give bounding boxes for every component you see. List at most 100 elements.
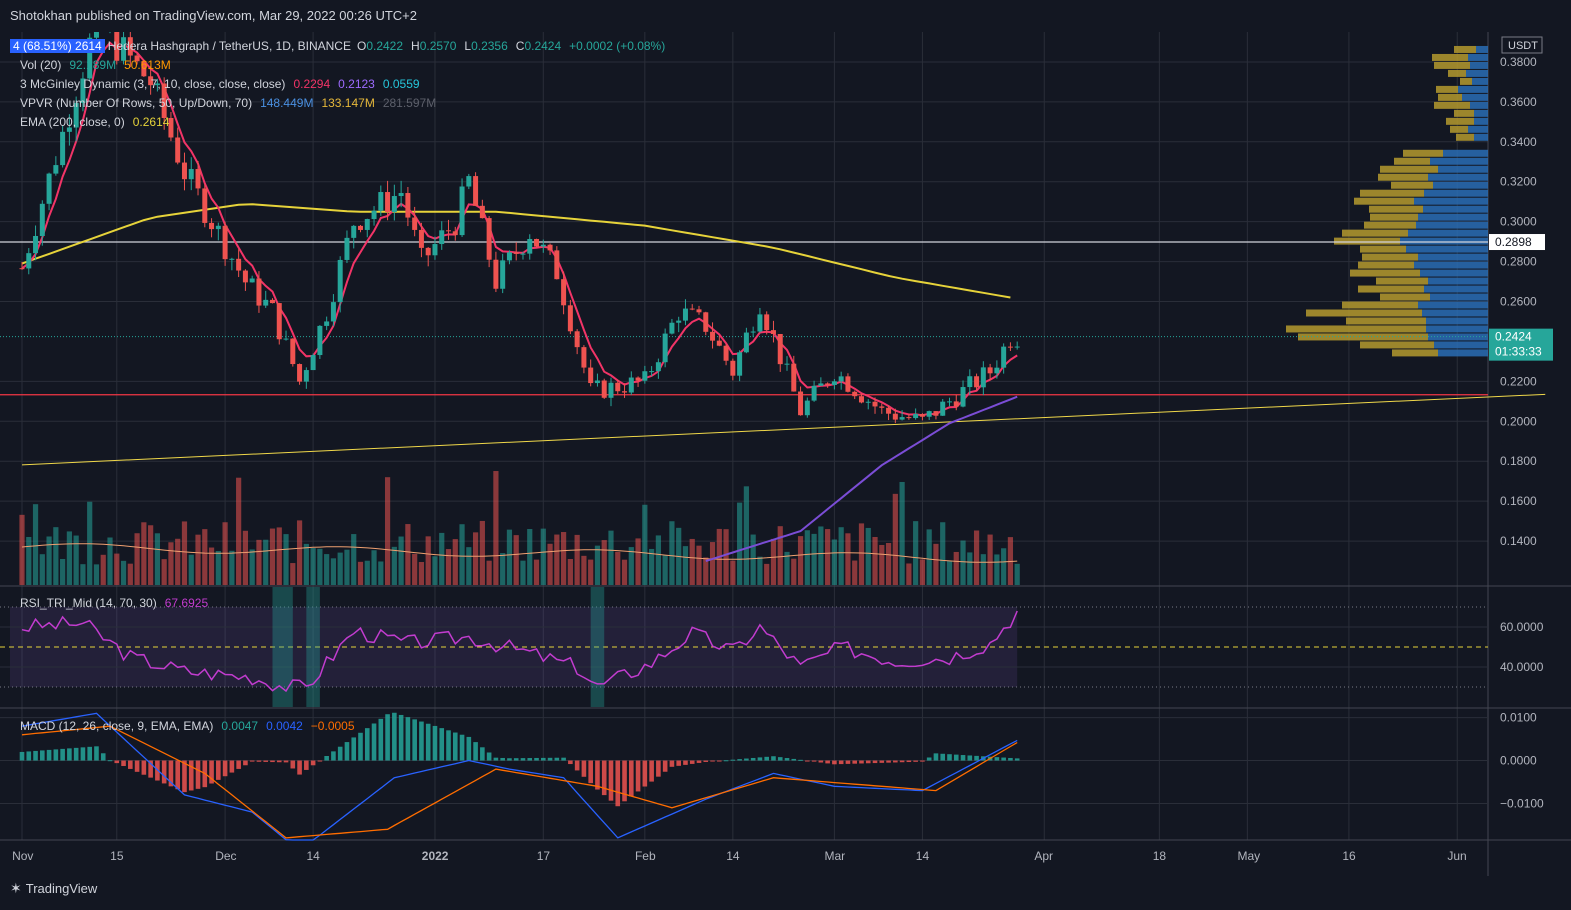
volume-bar [818, 526, 824, 585]
candle-body [290, 338, 296, 365]
ohlc-high: 0.2570 [419, 39, 457, 53]
candle-body [872, 401, 878, 407]
volume-bar [520, 560, 526, 585]
vpvr-down-row [1434, 101, 1470, 109]
candle-body [263, 299, 269, 306]
volume-bar [188, 554, 194, 585]
vpvr-up-row [1422, 309, 1488, 317]
candle-body [148, 76, 154, 86]
macd-histogram-bar [750, 757, 756, 761]
vpvr-down-row [1450, 125, 1468, 133]
candle-body [303, 370, 309, 382]
legend-tag: 4 (68.51%) 2614 [10, 39, 105, 53]
volume-bar [750, 534, 756, 585]
volume-bar [337, 552, 343, 585]
candle-body [459, 186, 465, 236]
volume-bar [229, 550, 235, 585]
macd-histogram-bar [791, 758, 797, 761]
candle-body [127, 37, 133, 56]
macd-histogram-bar [784, 758, 790, 761]
candle-body [188, 169, 194, 180]
candle-body [594, 380, 600, 384]
volume-bar [601, 540, 607, 585]
volume-bar [615, 551, 621, 585]
macd-histogram-bar [865, 760, 871, 764]
macd-histogram-bar [527, 758, 533, 761]
candle-body [330, 302, 336, 322]
price-tick-label: 0.3200 [1500, 175, 1537, 189]
macd-histogram-bar [236, 760, 241, 769]
candle-body [344, 237, 350, 260]
time-tick-label: 18 [1153, 849, 1167, 863]
candle-body [892, 413, 898, 420]
volume-bar [967, 552, 973, 585]
candle-body [662, 333, 668, 363]
candle-body [933, 411, 939, 416]
macd-histogram-bar [392, 712, 397, 761]
volume-bar [208, 547, 215, 585]
tradingview-logo[interactable]: ✶ TradingView [10, 881, 97, 897]
macd-histogram-bar [121, 760, 126, 767]
candle-body [628, 377, 634, 393]
volume-bar [567, 558, 573, 585]
candle-body [493, 259, 499, 289]
chart-background [0, 32, 1571, 876]
volume-bar [662, 555, 668, 585]
macd-histogram-bar [398, 714, 404, 761]
currency-badge[interactable] [1501, 36, 1543, 54]
macd-histogram-bar [805, 760, 810, 762]
ohlc-open: 0.2422 [366, 39, 404, 53]
chart-canvas[interactable]: 0.3800 0.3600 0.3400 0.3200 0.3000 0.2800 0.26… [0, 32, 1571, 876]
vpvr-down-row [1306, 309, 1422, 317]
rsi-line [21, 610, 1018, 693]
volume-bar [649, 548, 655, 585]
level-label: 0.2898 [1495, 235, 1532, 249]
candle-body [378, 192, 384, 211]
volume-bar [249, 549, 255, 585]
macd-histogram-bar [500, 757, 505, 761]
mcginley-legend: 3 McGinley Dynamic (3, 7, 10, close, clo… [20, 77, 428, 91]
candle-body [858, 396, 864, 403]
volume-bar [845, 533, 851, 585]
macd-histogram-bar [209, 760, 214, 784]
candle-body [283, 338, 289, 340]
vpvr-down-row [1362, 253, 1418, 261]
ema-200-line [21, 203, 1011, 299]
price-tick-label: 0.3800 [1500, 55, 1537, 69]
macd-histogram-bar [446, 730, 451, 761]
candle-body [716, 340, 722, 346]
volume-bar [263, 539, 269, 585]
macd-histogram-bar [276, 760, 282, 763]
macd-histogram-bar [432, 725, 438, 761]
candle-body [222, 225, 228, 260]
volume-bar [973, 530, 980, 585]
macd-histogram-bar [351, 737, 357, 761]
macd-histogram-bar [635, 760, 641, 792]
macd-histogram-bar [520, 758, 526, 761]
volume-bar [283, 534, 289, 585]
macd-histogram-bar [852, 760, 858, 764]
vpvr-down-row [1392, 349, 1438, 357]
vpvr-down-row [1438, 93, 1462, 101]
macd-histogram-bar [561, 757, 566, 761]
candle-body [818, 383, 824, 386]
candle-body [66, 127, 72, 132]
candle-body [249, 278, 255, 283]
macd-histogram-bar [906, 760, 912, 763]
volume-bar [303, 543, 309, 585]
macd-histogram-bar [845, 760, 851, 764]
volume-bar [412, 553, 418, 585]
candle-body [764, 314, 770, 331]
candle-body [175, 137, 181, 163]
candle-body [209, 222, 215, 230]
volume-bar [906, 563, 912, 585]
currency-label: USDT [1508, 40, 1538, 52]
volume-bar [107, 537, 113, 585]
candle-body [398, 193, 404, 197]
candle-body [60, 131, 66, 166]
candle-body [703, 312, 709, 332]
macd-histogram-bar [669, 760, 675, 767]
macd-histogram-bar [249, 760, 255, 762]
macd-histogram-bar [331, 751, 336, 761]
volume-bar [39, 554, 45, 585]
